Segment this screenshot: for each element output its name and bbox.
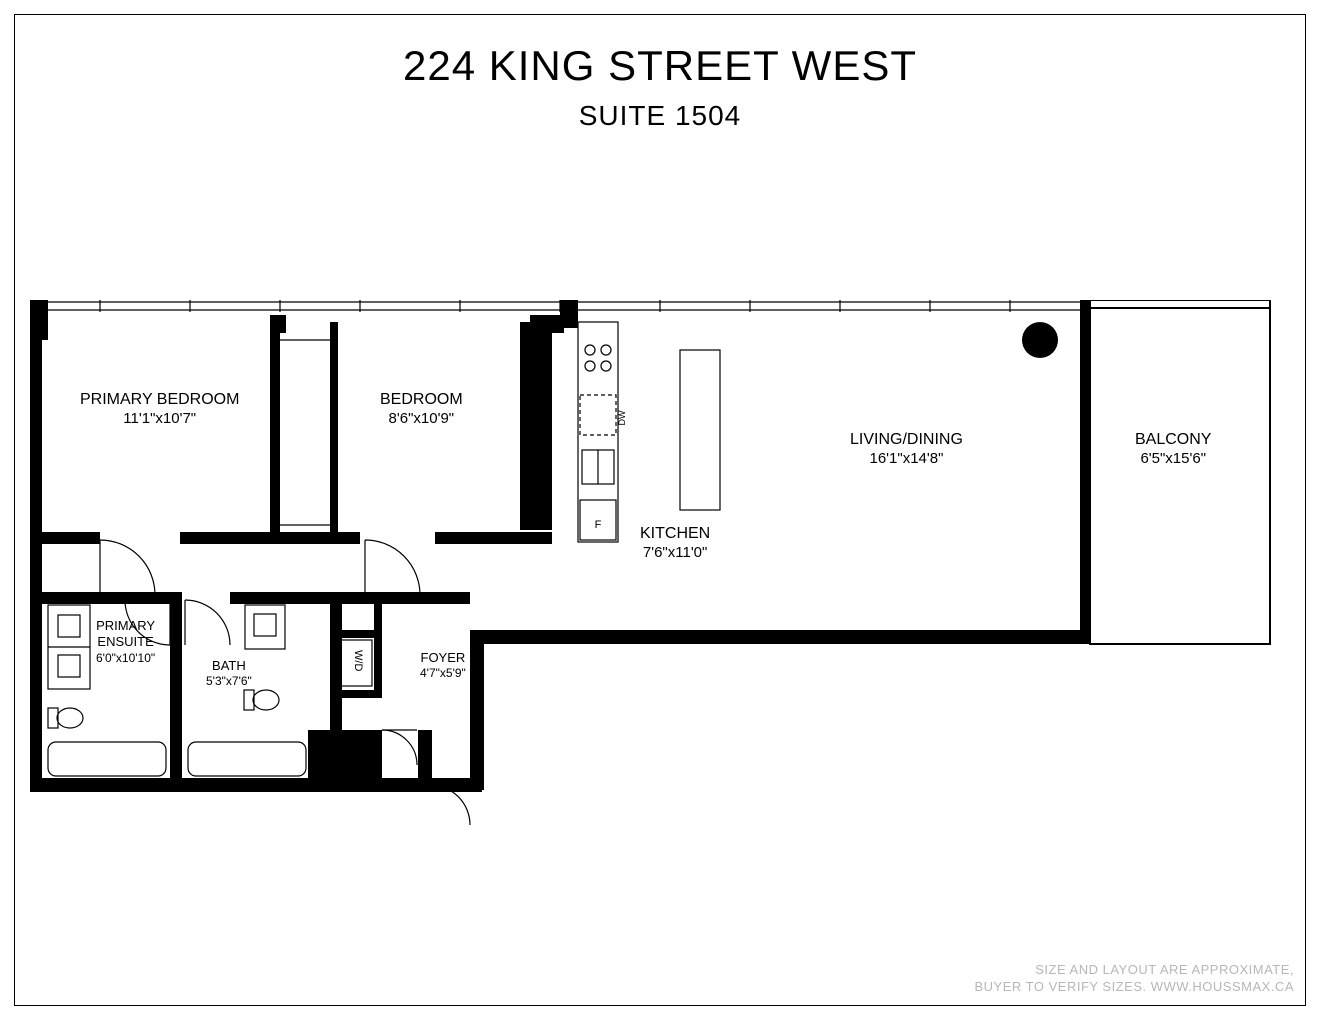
label-ensuite: PRIMARY ENSUITE 6'0"x10'10" [96, 618, 155, 666]
label-foyer: FOYER 4'7"x5'9" [420, 650, 466, 681]
header: 224 KING STREET WEST SUITE 1504 [0, 42, 1320, 132]
address-title: 224 KING STREET WEST [0, 42, 1320, 90]
label-kitchen: KITCHEN 7'6"x11'0" [640, 524, 710, 563]
disclaimer-line1: SIZE AND LAYOUT ARE APPROXIMATE, [975, 962, 1295, 979]
disclaimer-line2: BUYER TO VERIFY SIZES. WWW.HOUSSMAX.CA [975, 979, 1295, 996]
floorplan-drawing: F DW PRIMARY BEDROOM 11'1"x10'7" BEDROOM… [30, 300, 1290, 860]
floorplan-page: 224 KING STREET WEST SUITE 1504 [0, 0, 1320, 1020]
svg-text:DW: DW [617, 410, 627, 425]
svg-text:F: F [595, 519, 602, 531]
label-bath: BATH 5'3"x7'6" [206, 658, 252, 689]
label-living: LIVING/DINING 16'1"x14'8" [850, 430, 963, 469]
label-primary-bedroom: PRIMARY BEDROOM 11'1"x10'7" [80, 390, 239, 429]
suite-subtitle: SUITE 1504 [0, 100, 1320, 132]
label-balcony: BALCONY 6'5"x15'6" [1135, 430, 1211, 469]
label-bedroom: BEDROOM 8'6"x10'9" [380, 390, 463, 429]
label-wd: W/D [352, 650, 364, 671]
disclaimer: SIZE AND LAYOUT ARE APPROXIMATE, BUYER T… [975, 962, 1295, 996]
